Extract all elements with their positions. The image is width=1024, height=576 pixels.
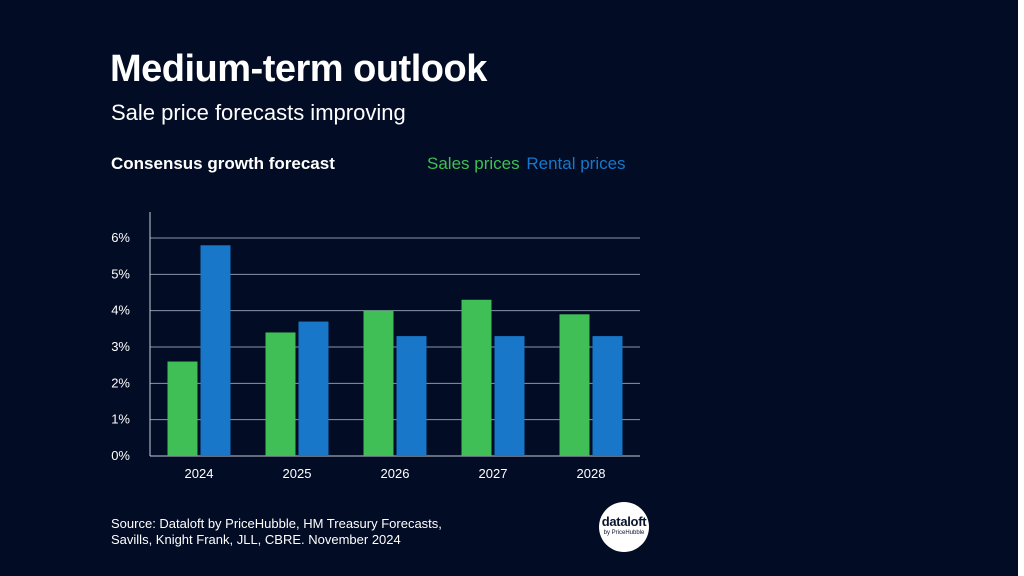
y-tick-label: 6% — [111, 230, 130, 245]
y-tick-label: 0% — [111, 448, 130, 463]
bar-sales-prices — [167, 361, 198, 456]
bar-chart: 0% 1% 2% 3% 4% 5% 6% 2024 2025 2026 2027 2028 — [111, 212, 640, 481]
bar-sales-prices — [265, 332, 296, 456]
chart-title: Consensus growth forecast — [111, 154, 335, 173]
bar-rental-prices — [298, 321, 329, 456]
bar-rental-prices — [592, 336, 623, 456]
source-note: Source: Dataloft by PriceHubble, HM Trea… — [111, 516, 442, 547]
x-tick-label: 2027 — [479, 466, 508, 481]
legend-rental-prices: Rental prices — [526, 154, 626, 173]
bar-sales-prices — [559, 314, 590, 456]
x-tick-label: 2026 — [381, 466, 410, 481]
bar-sales-prices — [363, 310, 394, 456]
x-tick-label: 2024 — [185, 466, 214, 481]
logo-subtext: by PriceHubble — [603, 530, 645, 536]
bar-sales-prices — [461, 299, 492, 456]
dataloft-logo: dataloft by PriceHubble — [599, 502, 649, 552]
chart-legend: Sales prices Rental prices — [427, 154, 628, 174]
bar-rental-prices — [494, 336, 525, 456]
bar-rental-prices — [396, 336, 427, 456]
y-tick-label: 1% — [111, 412, 130, 427]
x-tick-label: 2025 — [283, 466, 312, 481]
y-tick-label: 2% — [111, 375, 130, 390]
y-tick-label: 4% — [111, 303, 130, 318]
page-title: Medium-term outlook — [110, 48, 487, 90]
logo-wordmark: dataloft — [601, 514, 647, 529]
y-tick-label: 5% — [111, 266, 130, 281]
page-subtitle: Sale price forecasts improving — [111, 100, 406, 125]
legend-sales-prices: Sales prices — [427, 154, 520, 173]
y-tick-label: 3% — [111, 339, 130, 354]
bar-rental-prices — [200, 245, 231, 456]
x-tick-label: 2028 — [577, 466, 606, 481]
